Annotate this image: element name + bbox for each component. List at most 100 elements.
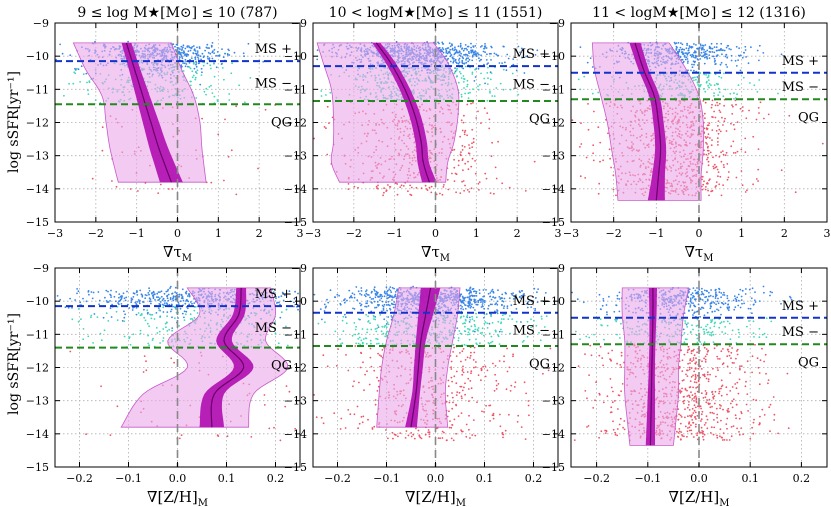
data-point-ms+ <box>159 301 162 303</box>
data-point-ms+ <box>206 43 209 46</box>
data-point-ms+ <box>169 287 171 289</box>
data-point-ms- <box>502 88 505 91</box>
data-point-qg <box>593 110 595 113</box>
region-label-ms-minus: MS − <box>513 78 550 93</box>
data-point-ms+ <box>734 59 737 62</box>
x-tick-label: 3 <box>555 227 562 240</box>
data-point-ms+ <box>478 57 480 60</box>
data-point-qg <box>480 122 482 124</box>
data-point-ms+ <box>442 48 445 51</box>
data-point-qg <box>470 102 472 105</box>
data-point-ms+ <box>155 296 158 298</box>
data-point-qg <box>757 148 760 151</box>
data-point-ms- <box>708 86 710 89</box>
data-point-ms+ <box>705 53 708 56</box>
data-point-ms- <box>489 90 491 93</box>
data-point-ms- <box>471 73 474 75</box>
data-point-qg <box>755 118 758 121</box>
data-point-ms+ <box>387 300 390 303</box>
data-point-qg <box>615 194 617 197</box>
data-point-ms+ <box>745 56 747 58</box>
data-point-ms+ <box>233 51 236 54</box>
data-point-qg <box>477 110 479 113</box>
data-point-ms- <box>495 87 498 89</box>
data-point-ms+ <box>174 295 177 298</box>
data-point-qg <box>463 189 465 192</box>
data-point-ms+ <box>228 54 231 56</box>
data-point-qg <box>705 141 707 144</box>
data-point-ms- <box>184 313 187 316</box>
data-point-ms+ <box>474 45 477 47</box>
data-point-ms- <box>249 77 252 79</box>
data-point-qg <box>294 427 297 430</box>
data-point-qg <box>719 175 722 178</box>
data-point-ms+ <box>186 45 189 47</box>
data-point-ms- <box>471 71 474 74</box>
data-point-qg <box>478 189 480 191</box>
data-point-ms- <box>216 99 219 101</box>
y-tick-label: −12 <box>26 117 49 130</box>
data-point-ms+ <box>691 63 693 66</box>
data-point-qg <box>224 118 226 121</box>
data-point-ms- <box>466 83 469 86</box>
data-point-ms+ <box>720 61 723 64</box>
y-tick-label: −11 <box>26 83 49 96</box>
data-point-ms+ <box>708 50 711 53</box>
data-point-ms+ <box>696 76 699 78</box>
data-point-qg <box>357 186 359 189</box>
data-point-ms+ <box>476 52 478 55</box>
data-point-ms+ <box>197 56 199 59</box>
data-point-ms+ <box>677 50 679 53</box>
data-point-qg <box>744 137 747 140</box>
data-point-ms+ <box>110 316 113 318</box>
data-point-ms+ <box>110 289 112 292</box>
data-point-qg <box>331 407 333 409</box>
data-point-ms+ <box>505 292 507 295</box>
data-point-ms+ <box>157 307 160 309</box>
data-point-ms- <box>148 325 151 328</box>
data-point-ms- <box>162 328 165 330</box>
data-point-ms+ <box>179 53 182 56</box>
data-point-ms+ <box>373 300 376 303</box>
data-point-qg <box>709 151 712 154</box>
data-point-ms+ <box>458 61 461 64</box>
data-point-ms+ <box>151 294 154 297</box>
data-point-qg <box>447 188 450 191</box>
data-point-qg <box>702 100 705 102</box>
data-point-ms+ <box>163 302 166 304</box>
data-point-ms- <box>115 310 118 313</box>
data-point-ms- <box>99 332 102 335</box>
data-point-qg <box>306 384 308 386</box>
data-point-ms+ <box>185 60 188 63</box>
data-point-ms+ <box>185 292 188 295</box>
data-point-qg <box>459 192 462 195</box>
data-point-ms+ <box>316 58 319 61</box>
data-point-ms+ <box>386 293 388 295</box>
data-point-ms+ <box>739 54 742 57</box>
y-tick-label: −13 <box>26 395 49 408</box>
data-point-ms- <box>155 327 158 329</box>
data-point-qg <box>385 190 388 193</box>
data-point-ms+ <box>206 47 209 49</box>
data-point-ms+ <box>717 49 720 52</box>
data-point-qg <box>717 175 719 178</box>
data-point-ms+ <box>521 56 523 59</box>
data-point-ms- <box>703 73 706 76</box>
data-point-ms- <box>79 81 81 83</box>
data-point-ms+ <box>505 69 508 72</box>
data-point-ms+ <box>215 54 218 57</box>
x-tick-label: 0.2 <box>267 472 285 485</box>
data-point-ms- <box>164 322 167 325</box>
data-point-qg <box>725 151 728 154</box>
data-point-ms+ <box>680 51 683 54</box>
data-point-ms+ <box>188 303 191 306</box>
data-point-ms+ <box>716 54 719 57</box>
data-point-ms+ <box>478 60 481 62</box>
data-point-ms+ <box>98 299 101 302</box>
data-point-ms+ <box>119 299 122 302</box>
data-point-ms- <box>491 95 494 97</box>
data-point-qg <box>279 439 282 442</box>
data-point-qg <box>580 143 583 145</box>
data-point-qg <box>726 163 729 165</box>
data-point-ms+ <box>104 296 106 299</box>
